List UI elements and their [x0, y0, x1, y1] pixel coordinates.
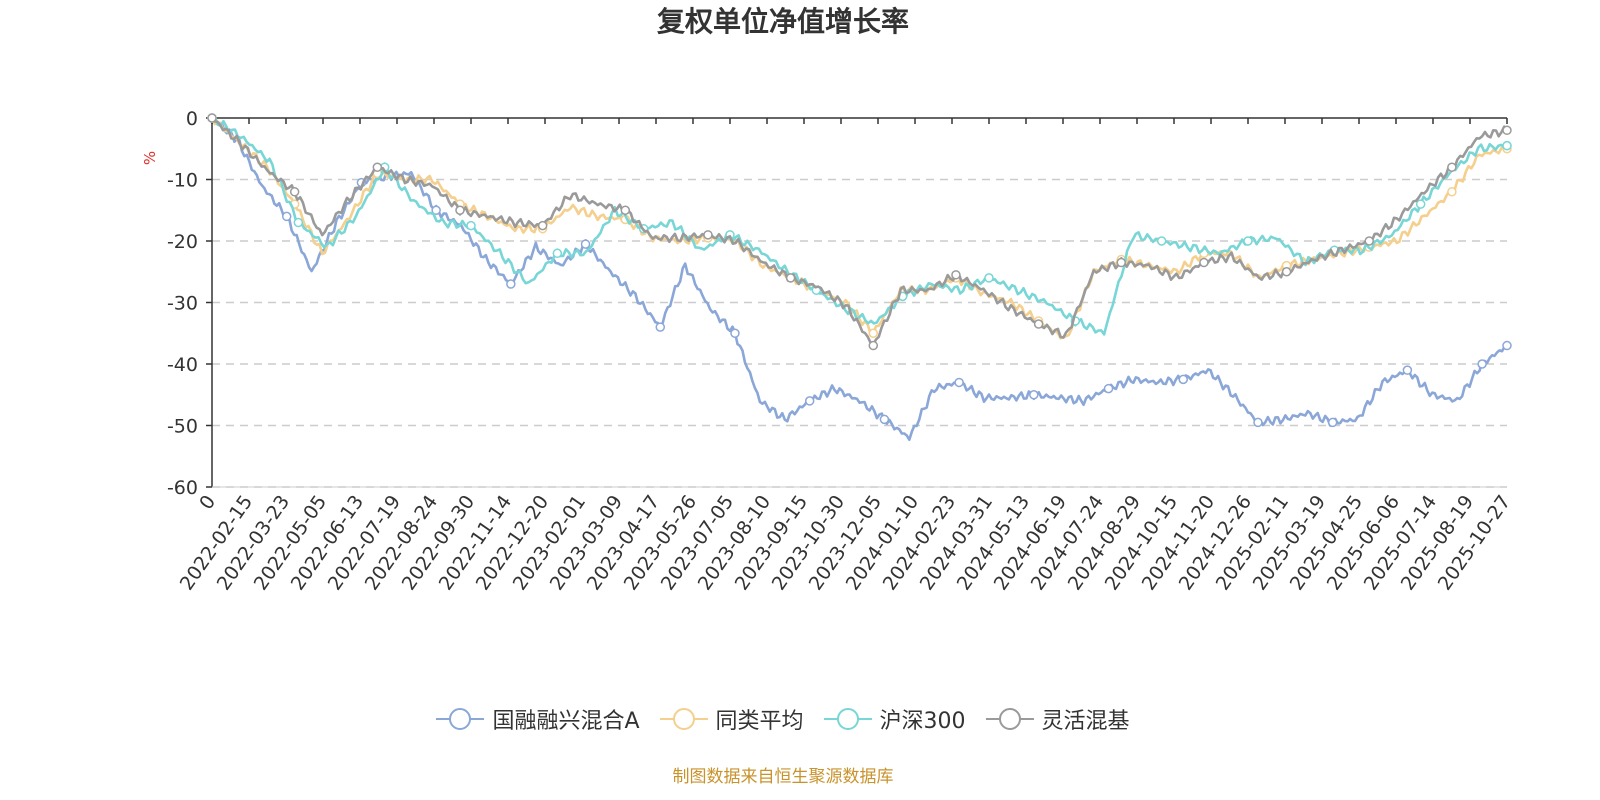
series-marker [281, 211, 292, 222]
y-tick-label: -30 [167, 293, 198, 315]
series-marker [1116, 257, 1127, 268]
series-marker [506, 279, 516, 289]
y-tick-label: -60 [167, 477, 198, 499]
series-marker [804, 396, 815, 406]
series-marker [1502, 125, 1512, 136]
series-marker [879, 414, 890, 425]
series-marker [1447, 187, 1457, 197]
grid-lines [212, 178, 1507, 488]
svg-text:0: 0 [195, 491, 220, 514]
series-marker [868, 328, 879, 338]
series-marker [1253, 417, 1263, 428]
series-marker [552, 248, 563, 259]
series-line [210, 117, 1509, 346]
series-marker [1447, 162, 1457, 172]
series-marker [868, 340, 879, 351]
legend-item[interactable]: 灵活混基 [985, 703, 1130, 735]
legend-marker-icon [659, 708, 708, 730]
series-marker [1477, 359, 1487, 369]
y-tick-label: -40 [167, 354, 198, 376]
series-marker [1029, 390, 1039, 400]
legend-item[interactable]: 沪深300 [823, 703, 966, 735]
axes: 0-10-20-30-40-50-6002022-02-152022-03-23… [167, 108, 1515, 594]
series-marker [289, 187, 300, 197]
y-tick: -10 [167, 170, 212, 192]
line-chart: 0-10-20-30-40-50-6002022-02-152022-03-23… [141, 108, 1515, 594]
series-marker [1281, 267, 1292, 277]
series-marker [293, 217, 304, 228]
legend-label: 沪深300 [879, 709, 966, 734]
series-line [211, 115, 1508, 336]
series-marker [580, 239, 591, 249]
series-marker [785, 273, 796, 283]
series-marker [1502, 140, 1512, 151]
series-marker [1327, 417, 1338, 428]
series-marker [620, 205, 631, 215]
series-marker [537, 220, 548, 231]
series-marker [1243, 236, 1253, 246]
y-axis-label: % [141, 151, 159, 165]
legend: 国融融兴混合A 同类平均 沪深300 灵活混基 [0, 703, 1566, 735]
series-marker [207, 113, 217, 123]
series-marker [1415, 199, 1426, 209]
y-tick: -60 [167, 477, 212, 499]
series-marker [951, 270, 961, 280]
y-tick: -20 [167, 231, 212, 253]
y-tick: -50 [167, 416, 212, 438]
series-marker [655, 322, 666, 332]
series-marker [431, 205, 441, 215]
series-marker [1402, 365, 1413, 375]
y-tick-label: -20 [167, 231, 198, 253]
legend-label: 国融融兴混合A [492, 709, 640, 734]
series-marker [1033, 319, 1044, 329]
legend-item[interactable]: 同类平均 [659, 703, 804, 735]
series-marker [455, 205, 465, 215]
legend-marker-icon [823, 708, 872, 730]
series-marker [372, 162, 383, 172]
series-marker [1156, 236, 1167, 246]
y-tick: -40 [167, 354, 212, 376]
series-marker [954, 377, 964, 388]
source-note: 制图数据来自恒生聚源数据库 [672, 767, 894, 787]
y-tick-label: -10 [167, 170, 198, 192]
series-marker [1502, 340, 1512, 351]
series-marker [703, 230, 713, 240]
series-line [210, 117, 1508, 340]
legend-marker-icon [985, 708, 1034, 730]
y-tick-label: -50 [167, 416, 198, 438]
legend-label: 同类平均 [715, 709, 804, 734]
chart-title: 复权单位净值增长率 [656, 5, 909, 38]
series-marker [1178, 374, 1188, 385]
series-marker [1103, 383, 1114, 394]
legend-marker-icon [436, 708, 485, 730]
y-tick: -30 [167, 293, 212, 315]
series-marker [466, 220, 476, 231]
series-marker [730, 328, 740, 338]
series-marker [984, 273, 994, 283]
legend-label: 灵活混基 [1041, 709, 1130, 734]
legend-item[interactable]: 国融融兴混合A [436, 703, 640, 735]
series-lines [207, 113, 1512, 441]
series-marker [1199, 257, 1209, 268]
x-tick-label: 0 [195, 491, 220, 514]
series-marker [1364, 236, 1374, 246]
series-line [211, 116, 1508, 441]
y-tick-label: 0 [186, 108, 198, 130]
